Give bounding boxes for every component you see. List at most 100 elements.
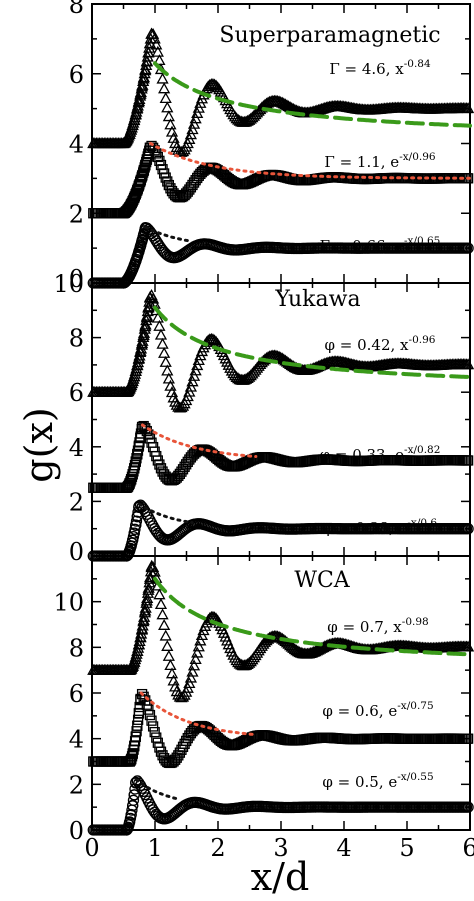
series-triangle (87, 27, 474, 157)
triangle-marker (169, 680, 182, 692)
fit-annotation: Γ = 0.66, e-x/0.65 (320, 235, 441, 255)
circle-marker (129, 523, 141, 535)
y-tick-label: 4 (69, 726, 84, 754)
triangle-marker (191, 106, 204, 118)
triangle-marker (143, 290, 157, 302)
triangle-marker (462, 102, 474, 114)
circle-marker (462, 523, 474, 535)
y-tick-label: 6 (69, 379, 84, 407)
y-tick-label: 8 (69, 0, 84, 19)
triangle-marker (189, 364, 202, 376)
circle-marker (130, 519, 142, 531)
triangle-marker (130, 362, 143, 374)
triangle-marker (161, 101, 174, 113)
square-marker (151, 732, 162, 743)
triangle-marker (153, 319, 166, 331)
fit-annotation: φ = 0.42, x-0.96 (325, 334, 436, 354)
triangle-marker (187, 659, 201, 671)
fit-curve (153, 61, 472, 128)
square-marker (127, 748, 138, 759)
triangle-marker (134, 89, 147, 101)
triangle-marker (154, 328, 168, 340)
series-square (88, 688, 474, 769)
fit-annotation: Γ = 1.1, e-x/0.96 (324, 151, 435, 171)
triangle-marker (279, 98, 292, 110)
y-tick-label: 4 (69, 131, 84, 159)
triangle-marker (143, 576, 156, 588)
circle-marker (125, 808, 137, 821)
fit-curve (153, 576, 472, 657)
square-marker (149, 726, 160, 738)
circle-marker (132, 506, 144, 518)
triangle-marker (186, 665, 199, 677)
square-marker (144, 709, 156, 721)
square-marker (462, 455, 474, 466)
triangle-marker (161, 639, 174, 651)
fit-curve (140, 423, 258, 458)
square-marker (126, 751, 138, 762)
x-tick-label: 3 (273, 834, 288, 862)
y-tick-label: 10 (53, 589, 84, 617)
circle-marker (130, 515, 143, 527)
panel-title: WCA (294, 568, 350, 593)
triangle-marker (273, 630, 286, 642)
square-marker (140, 159, 151, 170)
triangle-marker (128, 367, 142, 379)
triangle-marker (184, 671, 198, 683)
x-tick-label: 6 (462, 834, 474, 862)
x-tick-label: 2 (210, 834, 225, 862)
triangle-marker (191, 646, 204, 658)
fit-curve (153, 305, 472, 379)
triangle-marker (144, 565, 158, 577)
fit-curve (134, 778, 182, 801)
triangle-marker (133, 349, 146, 361)
square-marker (123, 479, 135, 491)
circle-marker (139, 222, 152, 234)
x-tick-label: 5 (399, 834, 414, 862)
y-tick-label: 0 (69, 538, 84, 566)
triangle-marker (133, 93, 146, 105)
triangle-marker (290, 644, 303, 656)
triangle-marker (142, 581, 155, 593)
triangle-marker (133, 634, 146, 646)
y-tick-label: 2 (69, 488, 84, 516)
triangle-marker (232, 113, 245, 125)
triangle-marker (291, 645, 305, 657)
square-marker (134, 701, 145, 713)
square-marker (130, 456, 141, 467)
fit-annotation: φ = 0.7, x-0.98 (327, 616, 428, 636)
triangle-marker (162, 110, 175, 122)
y-tick-label: 8 (69, 634, 84, 662)
y-tick-label: 10 (53, 270, 84, 298)
triangle-marker (282, 100, 295, 112)
triangle-marker (194, 634, 207, 646)
square-marker (144, 145, 155, 156)
circle-marker (129, 783, 141, 795)
triangle-marker (129, 108, 142, 120)
triangle-marker (130, 647, 143, 659)
panel-2: 0 2 4 6 8 10 WCA φ = 0.7, x-0.98 φ = 0.6, e-x/0.… (53, 555, 474, 845)
series-triangle (87, 288, 474, 413)
fit-curve (139, 691, 258, 737)
triangle-marker (132, 641, 145, 653)
y-tick-label: 0 (69, 817, 84, 845)
triangle-marker (189, 112, 202, 124)
y-tick-label: 2 (69, 771, 84, 799)
triangle-marker (135, 82, 148, 94)
fit-annotation: φ = 0.5, e-x/0.55 (322, 771, 433, 791)
circle-marker (127, 794, 140, 806)
circle-marker (133, 501, 145, 514)
triangle-marker (129, 365, 142, 377)
triangle-marker (184, 380, 198, 392)
square-marker (138, 691, 149, 702)
triangle-marker (274, 95, 287, 107)
x-tick-labels: 0 1 2 3 4 5 6 (84, 834, 474, 862)
fit-annotation: Γ = 4.6, x-0.84 (329, 58, 431, 78)
triangle-marker (151, 311, 164, 323)
square-marker (136, 688, 148, 700)
triangle-marker (131, 356, 145, 368)
triangle-marker (462, 640, 474, 652)
triangle-marker (153, 588, 166, 600)
triangle-marker (192, 640, 205, 652)
